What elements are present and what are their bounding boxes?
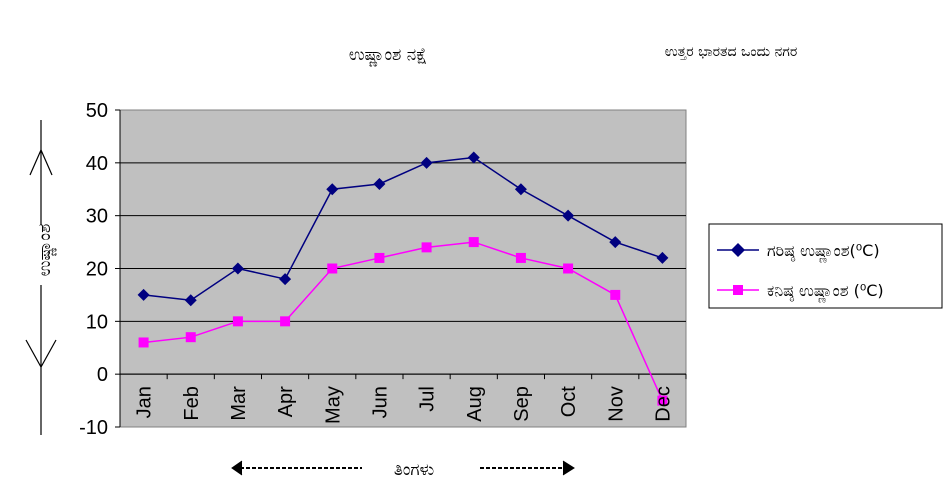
x-tick-label: Oct xyxy=(558,386,580,418)
data-point-max xyxy=(562,209,575,222)
data-point-min xyxy=(138,337,149,348)
legend: ಗರಿಷ್ಠ ಉಷ್ಣಾಂಶ(⁰C) ಕನಿಷ್ಠ ಉಷ್ಣಾಂಶ (⁰C) xyxy=(708,223,943,309)
data-point-max xyxy=(420,156,433,169)
x-tick-label: Sep xyxy=(511,386,533,422)
y-arrow-down-icon xyxy=(25,339,57,369)
y-tick-label: 40 xyxy=(86,153,108,175)
y-tick-label: -10 xyxy=(79,417,108,439)
x-axis-label: ತಿಂಗಳು xyxy=(394,460,434,480)
series-layer xyxy=(137,151,669,406)
data-point-min xyxy=(515,252,526,263)
y-axis-label: ಉಷ್ಣಾಂಶ xyxy=(35,224,57,277)
chart-subtitle: ಉತ್ತರ ಭಾರತದ ಒಂದು ನಗರ xyxy=(665,44,798,60)
data-point-max xyxy=(184,294,197,307)
data-point-min xyxy=(610,289,621,300)
legend-box xyxy=(708,223,943,309)
x-tick-label: Nov xyxy=(605,386,627,422)
y-tick-label: 50 xyxy=(86,100,108,122)
x-arrow-right-icon xyxy=(562,460,575,476)
data-point-min xyxy=(657,395,668,406)
data-point-min xyxy=(185,332,196,343)
data-point-max xyxy=(656,251,669,264)
x-tick-label: Aug xyxy=(464,386,486,422)
y-tick-label: 20 xyxy=(86,259,108,281)
data-point-min xyxy=(374,252,385,263)
data-point-max xyxy=(609,236,622,249)
data-point-max xyxy=(467,151,480,164)
data-point-min xyxy=(232,316,243,327)
chart-title: ಉಷ್ಣಾಂಶ ನಕ್ಷೆ xyxy=(349,45,427,67)
y-axis-label-group: ಉಷ್ಣಾಂಶ xyxy=(25,120,57,435)
series-line-1 xyxy=(143,241,664,401)
y-tick-label: 10 xyxy=(86,311,108,333)
y-arrow-up-icon xyxy=(29,148,53,176)
x-tick-label: Jan xyxy=(134,386,156,418)
x-tick-label: Jul xyxy=(417,386,439,412)
data-point-max xyxy=(514,183,527,196)
y-tick-label: 30 xyxy=(86,206,108,228)
x-tick-label: Apr xyxy=(275,386,297,417)
series-line-0 xyxy=(143,156,663,301)
data-point-max xyxy=(137,288,150,301)
x-tick-label: Jun xyxy=(369,386,391,418)
data-point-min xyxy=(280,316,291,327)
x-axis-label-group: ತಿಂಗಳು xyxy=(231,460,575,480)
data-point-min xyxy=(327,263,338,274)
axis-layer xyxy=(115,109,687,428)
data-point-min xyxy=(421,242,432,253)
data-point-max xyxy=(231,262,244,275)
x-tick-labels: Jan Feb Mar Apr May Jun Jul Aug Sep Oct Nov Dec xyxy=(134,386,675,424)
y-tick-labels: 50 40 30 20 10 0 -10 xyxy=(79,100,108,439)
x-tick-label: May xyxy=(322,386,344,424)
data-point-min xyxy=(563,263,574,274)
legend-label-min: ಕನಿಷ್ಠ ಉಷ್ಣಾಂಶ (⁰C) xyxy=(767,281,884,303)
legend-square-icon xyxy=(733,285,743,295)
data-point-max xyxy=(373,177,386,190)
data-point-max xyxy=(279,273,292,286)
x-tick-label: Feb xyxy=(181,386,203,420)
data-point-max xyxy=(326,183,339,196)
data-point-min xyxy=(468,237,479,248)
legend-diamond-icon xyxy=(731,243,745,257)
x-tick-label: Mar xyxy=(228,386,250,421)
y-tick-label: 0 xyxy=(97,364,108,386)
x-tick-label: Dec xyxy=(652,386,674,422)
legend-label-max: ಗರಿಷ್ಠ ಉಷ್ಣಾಂಶ(⁰C) xyxy=(767,241,880,263)
